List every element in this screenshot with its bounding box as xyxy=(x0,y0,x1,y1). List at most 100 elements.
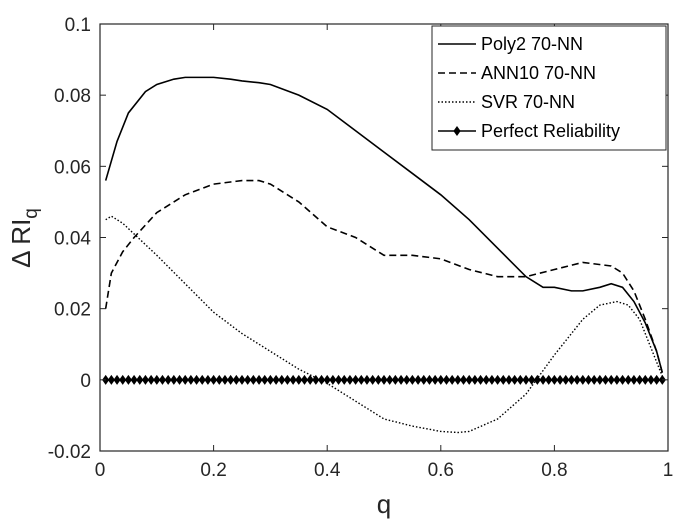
series-marker-4 xyxy=(425,374,434,385)
series-marker-4 xyxy=(459,374,468,385)
series-marker-4 xyxy=(357,374,365,385)
series-marker-4 xyxy=(442,374,451,385)
series-marker-4 xyxy=(584,374,593,385)
series-marker-4 xyxy=(369,374,377,385)
series-line-1 xyxy=(104,76,664,373)
series-marker-4 xyxy=(255,374,263,385)
series-marker-4 xyxy=(141,374,150,385)
y-tick-label: 0.04 xyxy=(54,229,91,250)
series-marker-4 xyxy=(323,374,331,385)
series-marker-4 xyxy=(488,374,496,385)
series-marker-4 xyxy=(175,374,184,385)
y-tick-label: 0 xyxy=(80,371,91,392)
series-marker-4 xyxy=(522,374,530,385)
series-marker-4 xyxy=(374,374,382,385)
legend-marker-4 xyxy=(453,126,461,136)
y-axis-label-subscript: q xyxy=(21,208,42,219)
x-tick-label: 1 xyxy=(663,460,674,481)
series-marker-4 xyxy=(113,374,121,385)
series-marker-4 xyxy=(329,374,337,385)
series-marker-4 xyxy=(505,374,513,385)
series-marker-4 xyxy=(363,374,371,385)
series-marker-4 xyxy=(482,374,490,385)
x-tick-label: 0 xyxy=(95,460,106,481)
series-marker-4 xyxy=(238,374,246,385)
series-marker-4 xyxy=(312,374,320,385)
y-tick-label: 0.1 xyxy=(65,15,91,36)
y-tick-label: 0.06 xyxy=(54,157,91,178)
series-marker-4 xyxy=(403,374,411,385)
series-marker-4 xyxy=(266,374,274,385)
series-marker-4 xyxy=(124,374,132,385)
series-marker-4 xyxy=(647,374,655,385)
series-marker-4 xyxy=(317,374,326,385)
series-marker-4 xyxy=(556,374,564,385)
x-tick-label: 0.6 xyxy=(428,460,454,481)
series-marker-4 xyxy=(300,374,309,385)
legend-label-1: Poly2 70-NN xyxy=(481,34,583,54)
series-marker-4 xyxy=(528,374,536,385)
series-marker-4 xyxy=(516,374,524,385)
series-marker-4 xyxy=(618,374,627,385)
series-marker-4 xyxy=(261,374,269,385)
series-marker-4 xyxy=(590,374,598,385)
series-marker-4 xyxy=(153,374,161,385)
legend-label-3: SVR 70-NN xyxy=(481,92,575,112)
series-marker-4 xyxy=(346,374,354,385)
series-marker-4 xyxy=(420,374,428,385)
series-marker-4 xyxy=(511,374,519,385)
series-marker-4 xyxy=(494,374,502,385)
series-marker-4 xyxy=(198,374,206,385)
series-marker-4 xyxy=(107,374,115,385)
series-marker-4 xyxy=(601,374,610,385)
series-marker-4 xyxy=(278,374,286,385)
series-marker-4 xyxy=(391,374,399,385)
series-marker-4 xyxy=(187,374,195,385)
series-marker-4 xyxy=(272,374,280,385)
series-marker-4 xyxy=(607,374,615,385)
series-marker-4 xyxy=(289,374,297,385)
series-marker-4 xyxy=(630,374,638,385)
series-marker-4 xyxy=(204,374,212,385)
series-marker-4 xyxy=(386,374,394,385)
y-axis-label: Δ RIq xyxy=(6,208,42,268)
series-marker-4 xyxy=(437,374,445,385)
series-marker-4 xyxy=(221,374,229,385)
series-marker-4 xyxy=(232,374,240,385)
series-marker-4 xyxy=(158,374,167,385)
series-marker-4 xyxy=(352,374,360,385)
series-marker-4 xyxy=(306,374,314,385)
series-marker-4 xyxy=(567,374,576,385)
series-marker-4 xyxy=(170,374,178,385)
series-marker-4 xyxy=(499,374,507,385)
series-marker-4 xyxy=(181,374,189,385)
series-marker-4 xyxy=(533,374,541,385)
series-marker-4 xyxy=(431,374,439,385)
x-tick-label: 0.2 xyxy=(200,460,226,481)
series-marker-4 xyxy=(624,374,632,385)
legend-label-4: Perfect Reliability xyxy=(481,121,620,141)
series-marker-4 xyxy=(340,374,348,385)
series-marker-4 xyxy=(613,374,621,385)
series-marker-4 xyxy=(295,374,303,385)
series-marker-4 xyxy=(164,374,172,385)
series-marker-4 xyxy=(244,374,252,385)
series-marker-4 xyxy=(130,374,138,385)
series-marker-4 xyxy=(227,374,235,385)
series-marker-4 xyxy=(471,374,479,385)
y-axis-label-group: Δ RIq xyxy=(6,208,42,268)
series-marker-4 xyxy=(136,374,144,385)
series-marker-4 xyxy=(653,374,661,385)
x-axis-label: q xyxy=(377,489,391,519)
series-marker-4 xyxy=(641,374,649,385)
series-marker-4 xyxy=(414,374,422,385)
series-marker-4 xyxy=(562,374,570,385)
legend: Poly2 70-NN ANN10 70-NN SVR 70-NN Perfect R… xyxy=(431,25,667,151)
series-marker-4 xyxy=(147,374,155,385)
series-marker-4 xyxy=(636,374,644,385)
series-marker-4 xyxy=(573,374,581,385)
series-marker-4 xyxy=(476,374,485,385)
series-marker-4 xyxy=(397,374,405,385)
